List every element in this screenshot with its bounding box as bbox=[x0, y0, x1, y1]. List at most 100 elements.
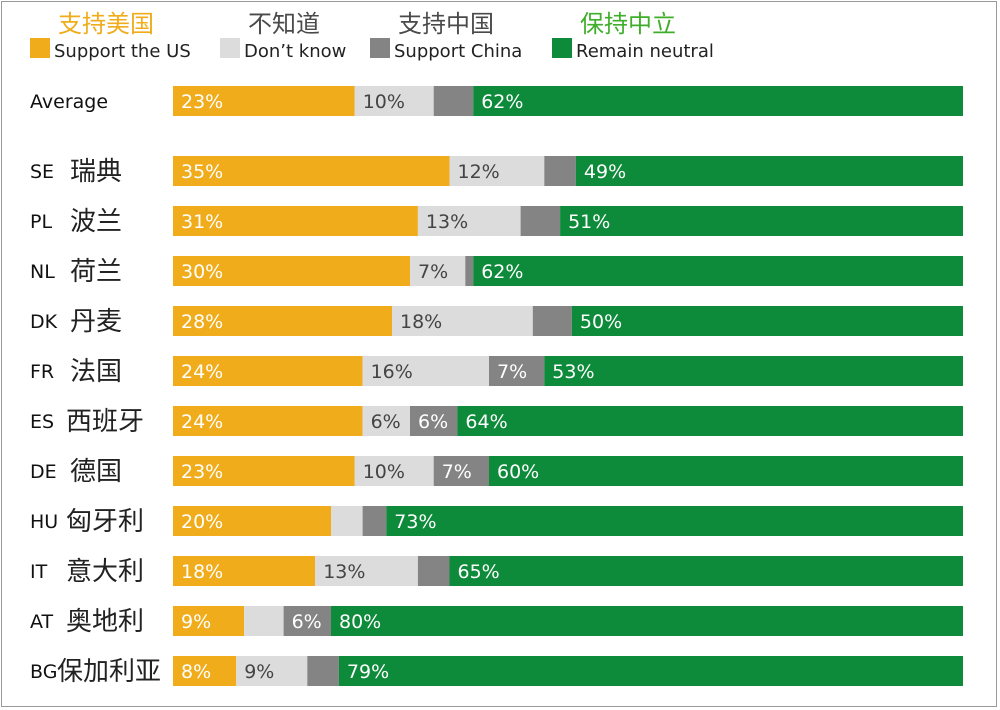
bar-segment-china bbox=[465, 256, 474, 286]
data-label-china: 7% bbox=[497, 361, 527, 383]
row-code: BG bbox=[30, 661, 57, 683]
legend-swatch-dk bbox=[220, 38, 240, 58]
bar-segment-us bbox=[173, 256, 410, 286]
bar-segment-us bbox=[173, 306, 393, 336]
data-label-us: 31% bbox=[181, 211, 223, 233]
bar-segment-dk bbox=[449, 156, 545, 186]
bar-segment-china bbox=[544, 156, 576, 186]
bar-segment-china bbox=[433, 86, 474, 116]
bar-segment-us bbox=[173, 656, 237, 686]
bar-segment-china bbox=[532, 306, 572, 336]
data-label-neutral: 49% bbox=[584, 161, 626, 183]
data-label-dk: 10% bbox=[363, 461, 405, 483]
bar-segment-china bbox=[410, 406, 458, 436]
bar-segment-dk bbox=[244, 606, 284, 636]
bar-segment-dk bbox=[354, 86, 434, 116]
row-name: 奥地利 bbox=[66, 607, 144, 637]
legend-cn-label-dk: 不知道 bbox=[248, 10, 320, 38]
data-label-dk: 13% bbox=[426, 211, 468, 233]
data-label-us: 23% bbox=[181, 461, 223, 483]
data-label-us: 28% bbox=[181, 311, 223, 333]
row-name: 意大利 bbox=[66, 557, 144, 587]
bar-segment-china bbox=[417, 556, 450, 586]
bar-segment-neutral bbox=[571, 306, 963, 336]
row-code: SE bbox=[30, 161, 54, 183]
legend-cn-label-us: 支持美国 bbox=[58, 10, 154, 38]
legend: 支持美国 Support the US 不知道 Don’t know 支持中国 Suppo… bbox=[30, 10, 714, 62]
data-label-us: 9% bbox=[181, 611, 211, 633]
bar-segment-neutral bbox=[560, 206, 963, 236]
data-label-us: 35% bbox=[181, 161, 223, 183]
legend-swatch-neutral bbox=[552, 38, 572, 58]
data-label-neutral: 53% bbox=[552, 361, 594, 383]
bar-segment-dk bbox=[331, 506, 363, 536]
row-name: 法国 bbox=[70, 357, 122, 387]
data-label-us: 20% bbox=[181, 511, 223, 533]
bar-segment-dk bbox=[354, 456, 434, 486]
bar-segment-us bbox=[173, 356, 363, 386]
data-label-china: 6% bbox=[418, 411, 448, 433]
bar-segment-neutral bbox=[457, 406, 963, 436]
bar-segment-china bbox=[362, 506, 387, 536]
data-label-china: 7% bbox=[442, 461, 472, 483]
row-code: Average bbox=[30, 91, 108, 113]
legend-swatch-us bbox=[30, 38, 50, 58]
bar-segment-us bbox=[173, 606, 245, 636]
bar-segment-china bbox=[433, 456, 489, 486]
row-code: HU bbox=[30, 511, 58, 533]
data-label-dk: 12% bbox=[458, 161, 500, 183]
data-label-dk: 13% bbox=[323, 561, 365, 583]
bar-segment-china bbox=[489, 356, 545, 386]
bar-segment-us bbox=[173, 406, 363, 436]
data-label-us: 23% bbox=[181, 91, 223, 113]
bar-segment-neutral bbox=[449, 556, 963, 586]
bar-segment-dk bbox=[417, 206, 521, 236]
bar-segment-neutral bbox=[386, 506, 963, 536]
legend-en-label-china: Support China bbox=[394, 41, 522, 62]
bar-segment-us bbox=[173, 556, 316, 586]
row-name: 荷兰 bbox=[70, 257, 122, 287]
row-code: PL bbox=[30, 211, 52, 233]
legend-en-label-neutral: Remain neutral bbox=[576, 41, 714, 62]
bar-segment-dk bbox=[362, 356, 489, 386]
bar-segment-dk bbox=[315, 556, 418, 586]
row-code: NL bbox=[30, 261, 55, 283]
bar-segment-china bbox=[283, 606, 331, 636]
bar-segment-us bbox=[173, 156, 450, 186]
bar-segment-neutral bbox=[473, 86, 963, 116]
row-name: 波兰 bbox=[70, 207, 122, 237]
bar-segment-us bbox=[173, 86, 355, 116]
data-label-neutral: 73% bbox=[394, 511, 436, 533]
row-name: 西班牙 bbox=[66, 407, 144, 437]
data-label-dk: 10% bbox=[363, 91, 405, 113]
bar-segment-neutral bbox=[489, 456, 963, 486]
data-label-dk: 16% bbox=[371, 361, 413, 383]
data-label-us: 8% bbox=[181, 661, 211, 683]
bar-segment-china bbox=[520, 206, 561, 236]
bar-segment-dk bbox=[362, 406, 410, 436]
data-label-neutral: 65% bbox=[458, 561, 500, 583]
data-label-us: 18% bbox=[181, 561, 223, 583]
data-label-neutral: 50% bbox=[580, 311, 622, 333]
legend-en-label-us: Support the US bbox=[54, 41, 191, 62]
data-label-china: 6% bbox=[292, 611, 322, 633]
row-name: 丹麦 bbox=[70, 307, 122, 337]
data-label-us: 24% bbox=[181, 411, 223, 433]
data-label-dk: 7% bbox=[418, 261, 448, 283]
legend-cn-label-china: 支持中国 bbox=[398, 10, 494, 38]
bar-segment-neutral bbox=[575, 156, 963, 186]
row-code: ES bbox=[30, 411, 54, 433]
bars: 23% 10% 62% 35% 12% 49% 31% 13% 51% 30% 7% 62% 28% 18… bbox=[173, 86, 963, 686]
bar-segment-neutral bbox=[544, 356, 963, 386]
row-name: 瑞典 bbox=[70, 157, 122, 187]
row-code: AT bbox=[30, 611, 54, 633]
data-label-neutral: 60% bbox=[497, 461, 539, 483]
data-label-neutral: 62% bbox=[481, 91, 523, 113]
row-code: DK bbox=[30, 311, 58, 333]
data-label-neutral: 51% bbox=[568, 211, 610, 233]
row-labels: Average SE 瑞典 PL 波兰 NL 荷兰 DK 丹麦 FR 法国 ES 西班牙 DE 德国 HU 匈牙… bbox=[30, 91, 161, 687]
data-label-neutral: 80% bbox=[339, 611, 381, 633]
legend-en-label-dk: Don’t know bbox=[244, 41, 346, 62]
bar-segment-dk bbox=[392, 306, 533, 336]
